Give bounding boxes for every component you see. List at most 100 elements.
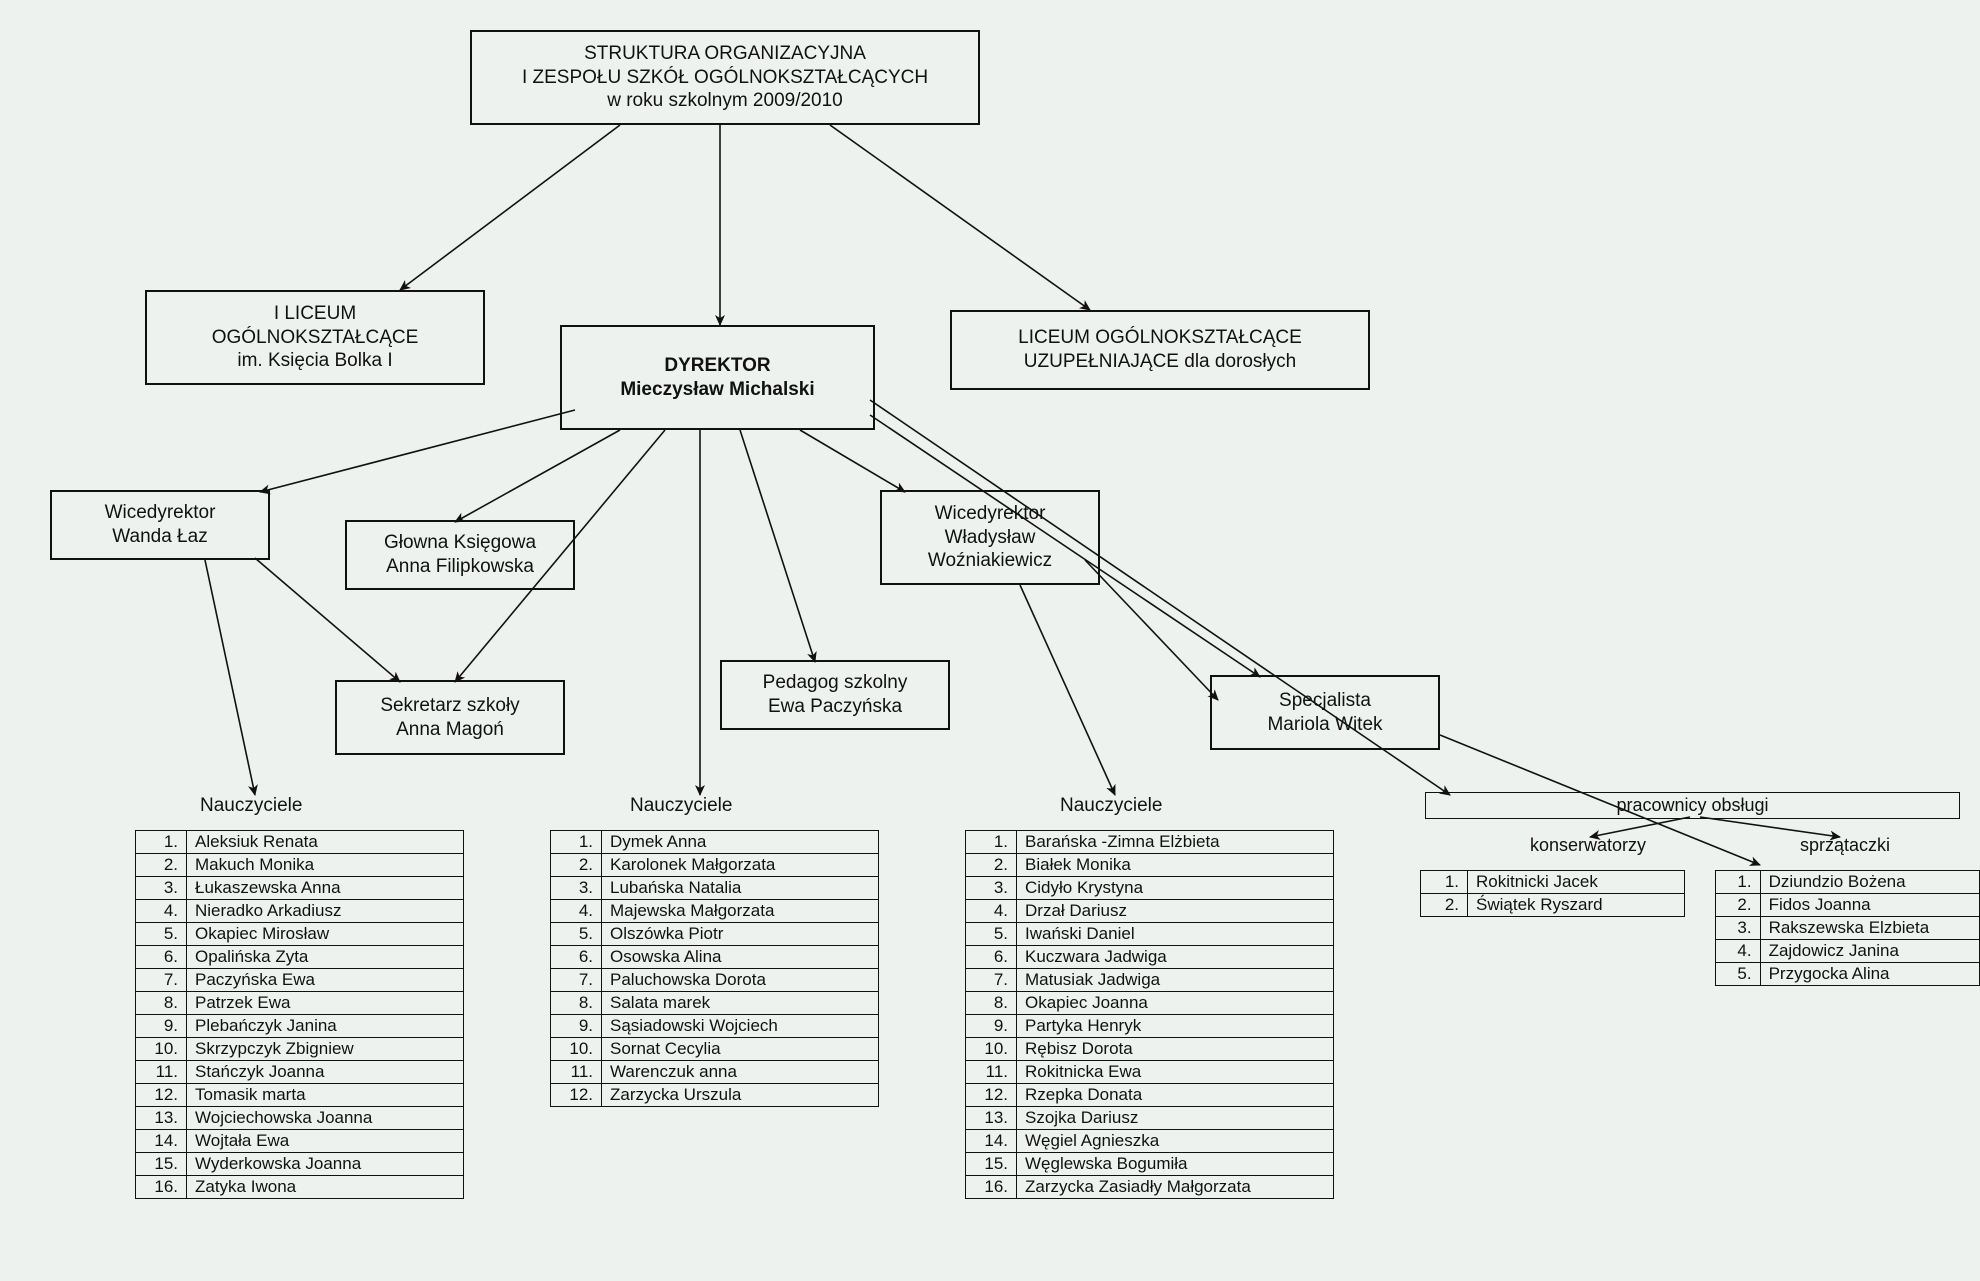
table-row: 7.Matusiak Jadwiga (966, 969, 1334, 992)
row-name: Osowska Alina (602, 946, 879, 969)
row-number: 7. (136, 969, 187, 992)
box-ksiegowa-line: Anna Filipkowska (386, 555, 534, 579)
connector-arrow (1700, 817, 1840, 837)
table-row: 5.Iwański Daniel (966, 923, 1334, 946)
table-row: 11.Warenczuk anna (551, 1061, 879, 1084)
box-title-line: w roku szkolnym 2009/2010 (607, 89, 843, 113)
connector-arrow (1085, 560, 1218, 700)
row-number: 10. (966, 1038, 1017, 1061)
row-name: Skrzypczyk Zbigniew (187, 1038, 464, 1061)
row-number: 6. (551, 946, 602, 969)
box-ksiegowa: Głowna KsięgowaAnna Filipkowska (345, 520, 575, 590)
row-name: Iwański Daniel (1017, 923, 1334, 946)
table-row: 5.Olszówka Piotr (551, 923, 879, 946)
box-pedagog-line: Ewa Paczyńska (768, 695, 902, 719)
row-number: 9. (551, 1015, 602, 1038)
row-name: Paczyńska Ewa (187, 969, 464, 992)
service-staff-bar: pracownicy obsługi (1425, 792, 1960, 819)
table-row: 2.Świątek Ryszard (1421, 894, 1685, 917)
row-number: 2. (1421, 894, 1468, 917)
row-name: Kuczwara Jadwiga (1017, 946, 1334, 969)
row-name: Zajdowicz Janina (1760, 940, 1979, 963)
row-name: Rokitnicka Ewa (1017, 1061, 1334, 1084)
row-number: 7. (551, 969, 602, 992)
table-row: 15. Wyderkowska Joanna (136, 1153, 464, 1176)
table-row: 13.Wojciechowska Joanna (136, 1107, 464, 1130)
connector-arrow (400, 125, 620, 290)
row-name: Węglewska Bogumiła (1017, 1153, 1334, 1176)
box-pedagog: Pedagog szkolnyEwa Paczyńska (720, 660, 950, 730)
table-row: 6.Opalińska Zyta (136, 946, 464, 969)
box-wice2: WicedyrektorWładysławWoźniakiewicz (880, 490, 1100, 585)
row-number: 7. (966, 969, 1017, 992)
row-name: Karolonek Małgorzata (602, 854, 879, 877)
row-number: 16. (966, 1176, 1017, 1199)
table-row: 3.Rakszewska Elzbieta (1716, 917, 1980, 940)
row-number: 2. (966, 854, 1017, 877)
row-number: 11. (136, 1061, 187, 1084)
row-number: 4. (136, 900, 187, 923)
row-name: Nieradko Arkadiusz (187, 900, 464, 923)
table-row: 12.Tomasik marta (136, 1084, 464, 1107)
row-name: Dymek Anna (602, 831, 879, 854)
table-row: 7.Paluchowska Dorota (551, 969, 879, 992)
box-specjalista-line: Mariola Witek (1267, 713, 1382, 737)
row-number: 5. (136, 923, 187, 946)
table-row: 5.Przygocka Alina (1716, 963, 1980, 986)
label-n1: Nauczyciele (200, 795, 302, 817)
row-number: 1. (136, 831, 187, 854)
row-number: 6. (136, 946, 187, 969)
table-row: 8.Okapiec Joanna (966, 992, 1334, 1015)
connector-arrow (1590, 817, 1690, 837)
row-number: 13. (966, 1107, 1017, 1130)
row-name: Stańczyk Joanna (187, 1061, 464, 1084)
row-number: 1. (1421, 871, 1468, 894)
table-row: 6.Kuczwara Jadwiga (966, 946, 1334, 969)
row-name: Zarzycka Urszula (602, 1084, 879, 1107)
table-row: 7.Paczyńska Ewa (136, 969, 464, 992)
row-name: Makuch Monika (187, 854, 464, 877)
row-name: Rakszewska Elzbieta (1760, 917, 1979, 940)
table-row: 9.Plebańczyk Janina (136, 1015, 464, 1038)
connector-arrow (800, 430, 905, 492)
label-konserw: konserwatorzy (1530, 835, 1646, 856)
table-row: 16.Zarzycka Zasiadły Małgorzata (966, 1176, 1334, 1199)
box-title: STRUKTURA ORGANIZACYJNAI ZESPOŁU SZKÓŁ O… (470, 30, 980, 125)
row-number: 11. (966, 1061, 1017, 1084)
table-row: 5.Okapiec Mirosław (136, 923, 464, 946)
box-title-line: I ZESPOŁU SZKÓŁ OGÓLNOKSZTAŁCĄCYCH (522, 66, 928, 90)
row-name: Tomasik marta (187, 1084, 464, 1107)
table-row: 2.Fidos Joanna (1716, 894, 1980, 917)
row-name: Sąsiadowski Wojciech (602, 1015, 879, 1038)
row-name: Patrzek Ewa (187, 992, 464, 1015)
table-row: 16. Zatyka Iwona (136, 1176, 464, 1199)
table-row: 1.Barańska -Zimna Elżbieta (966, 831, 1334, 854)
box-ksiegowa-line: Głowna Księgowa (384, 531, 536, 555)
box-wice2-line: Władysław (945, 526, 1036, 550)
box-sekretarz-line: Anna Magoń (396, 718, 504, 742)
row-number: 12. (551, 1084, 602, 1107)
table-row: 1.Rokitnicki Jacek (1421, 871, 1685, 894)
connector-arrow (205, 560, 255, 795)
table-row: 3.Łukaszewska Anna (136, 877, 464, 900)
row-name: Olszówka Piotr (602, 923, 879, 946)
table-t3: 1.Barańska -Zimna Elżbieta2.Białek Monik… (965, 830, 1334, 1199)
row-number: 15. (136, 1153, 187, 1176)
row-name: Przygocka Alina (1760, 963, 1979, 986)
table-row: 2.Makuch Monika (136, 854, 464, 877)
row-name: Świątek Ryszard (1468, 894, 1685, 917)
row-name: Sornat Cecylia (602, 1038, 879, 1061)
table-row: 9.Partyka Henryk (966, 1015, 1334, 1038)
row-name: Okapiec Mirosław (187, 923, 464, 946)
table-row: 4.Drzał Dariusz (966, 900, 1334, 923)
table-row: 4.Nieradko Arkadiusz (136, 900, 464, 923)
box-wice1-line: Wanda Łaz (112, 525, 207, 549)
row-number: 6. (966, 946, 1017, 969)
row-name: Wojtała Ewa (187, 1130, 464, 1153)
row-name: Opalińska Zyta (187, 946, 464, 969)
row-number: 3. (551, 877, 602, 900)
row-name: Cidyło Krystyna (1017, 877, 1334, 900)
table-row: 8.Patrzek Ewa (136, 992, 464, 1015)
table-row: 10.Rębisz Dorota (966, 1038, 1334, 1061)
row-name: Rokitnicki Jacek (1468, 871, 1685, 894)
